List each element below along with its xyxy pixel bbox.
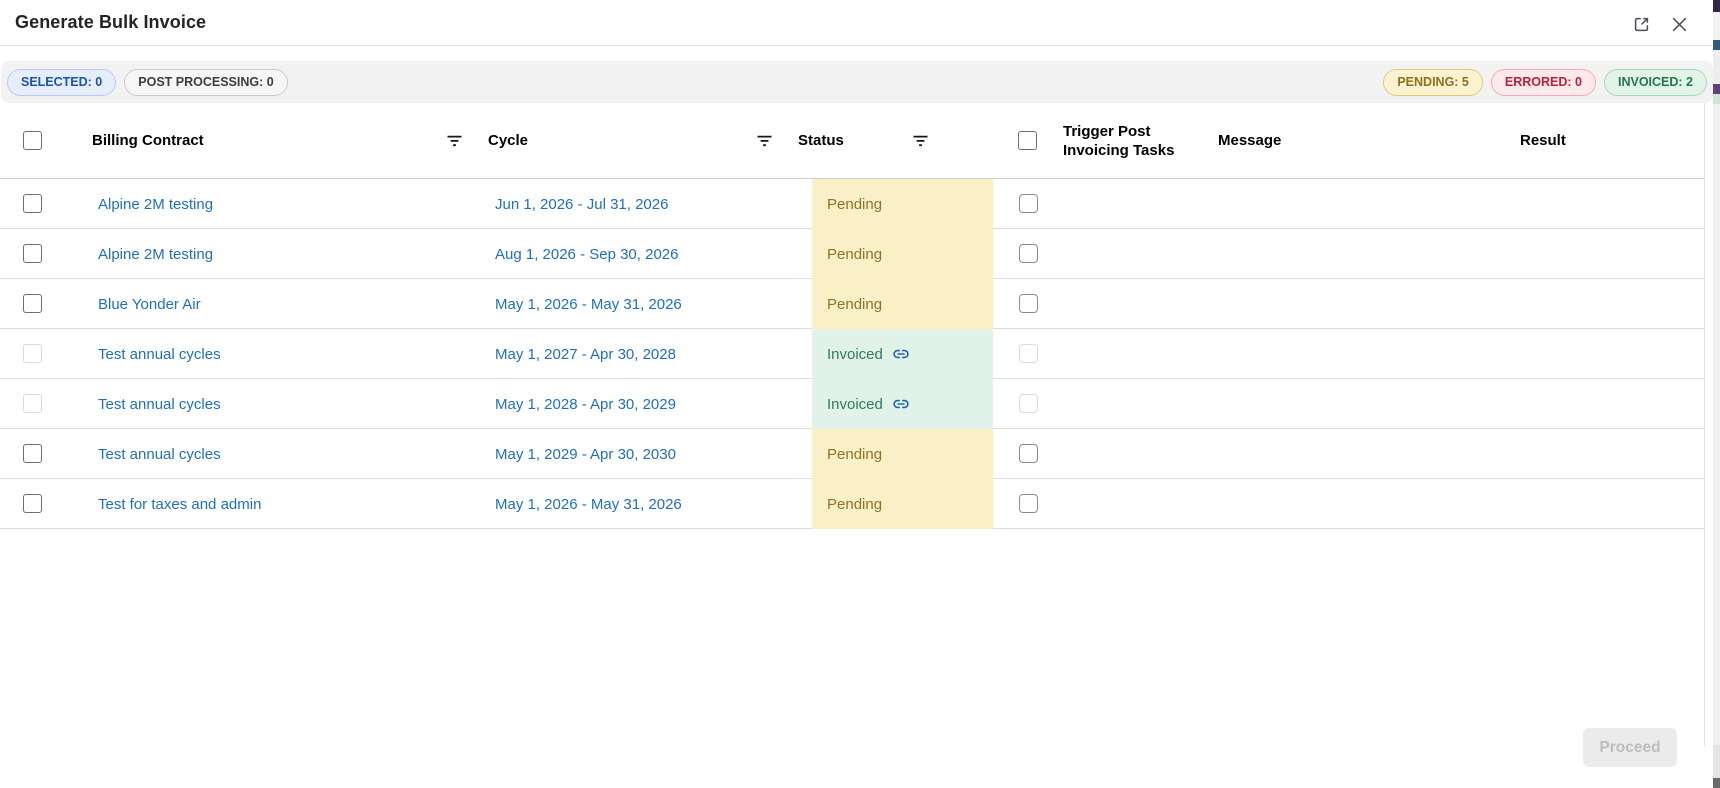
- column-header-result: Result: [1520, 132, 1566, 149]
- status-cell: Pending: [812, 229, 993, 279]
- trigger-all-checkbox[interactable]: [1018, 131, 1037, 150]
- status-label: Pending: [827, 445, 883, 463]
- row-select-checkbox[interactable]: [23, 244, 42, 263]
- status-cell: Pending: [812, 479, 993, 529]
- invoice-link[interactable]: [892, 397, 910, 411]
- row-select-checkbox[interactable]: [23, 344, 42, 363]
- billing-contract-link[interactable]: Test annual cycles: [98, 445, 221, 463]
- table-row: Test for taxes and admin May 1, 2026 - M…: [0, 479, 1705, 529]
- column-header-message: Message: [1218, 132, 1282, 149]
- billing-contract-link[interactable]: Alpine 2M testing: [98, 195, 214, 213]
- popout-icon: [1634, 17, 1648, 31]
- summary-right-badges: PENDING: 5 ERRORED: 0 INVOICED: 2: [1383, 68, 1707, 96]
- post-processing-count-badge: POST PROCESSING: 0: [124, 68, 288, 96]
- trigger-post-invoicing-checkbox[interactable]: [1019, 344, 1038, 363]
- table-row: Blue Yonder Air May 1, 2026 - May 31, 20…: [0, 279, 1705, 329]
- cycle-link[interactable]: May 1, 2026 - May 31, 2026: [495, 295, 682, 313]
- table-right-edge: [1704, 103, 1705, 746]
- selected-count-badge: SELECTED: 0: [7, 68, 117, 96]
- table-row: Test annual cycles May 1, 2028 - Apr 30,…: [0, 379, 1705, 429]
- cycle-link[interactable]: Jun 1, 2026 - Jul 31, 2026: [495, 195, 669, 213]
- cycle-link[interactable]: Aug 1, 2026 - Sep 30, 2026: [495, 245, 679, 263]
- billing-contract-filter-button[interactable]: [443, 103, 465, 178]
- status-cell: Pending: [812, 429, 993, 479]
- trigger-post-invoicing-checkbox[interactable]: [1019, 444, 1038, 463]
- invoice-link[interactable]: [892, 347, 910, 361]
- trigger-post-invoicing-checkbox[interactable]: [1019, 394, 1038, 413]
- table-row: Alpine 2M testing Jun 1, 2026 - Jul 31, …: [0, 179, 1705, 229]
- status-label: Pending: [827, 195, 883, 213]
- page-title: Generate Bulk Invoice: [15, 12, 207, 32]
- cycle-link[interactable]: May 1, 2027 - Apr 30, 2028: [495, 345, 676, 363]
- status-cell: Invoiced: [812, 379, 993, 429]
- cycle-link[interactable]: May 1, 2028 - Apr 30, 2029: [495, 395, 676, 413]
- background-bleed: [1713, 0, 1720, 788]
- close-dialog-button[interactable]: [1668, 13, 1690, 35]
- filter-icon: [447, 135, 461, 146]
- billing-contract-link[interactable]: Test for taxes and admin: [98, 495, 262, 513]
- summary-bar: SELECTED: 0 POST PROCESSING: 0 PENDING: …: [1, 61, 1713, 103]
- trigger-post-invoicing-checkbox[interactable]: [1019, 194, 1038, 213]
- summary-left-badges: SELECTED: 0 POST PROCESSING: 0: [7, 68, 288, 96]
- column-header-trigger-post-invoicing-tasks: Trigger Post Invoicing Tasks: [1063, 122, 1175, 159]
- row-select-checkbox[interactable]: [23, 444, 42, 463]
- proceed-button[interactable]: Proceed: [1583, 728, 1677, 767]
- row-select-checkbox[interactable]: [23, 394, 42, 413]
- cycle-filter-button[interactable]: [753, 103, 775, 178]
- expand-dialog-button[interactable]: [1630, 13, 1652, 35]
- status-cell: Invoiced: [812, 329, 993, 379]
- column-header-cycle: Cycle: [488, 132, 529, 149]
- status-cell: Pending: [812, 279, 993, 329]
- column-header-status: Status: [798, 132, 844, 149]
- row-select-checkbox[interactable]: [23, 494, 42, 513]
- status-label: Pending: [827, 495, 883, 513]
- status-cell: Pending: [812, 179, 993, 229]
- status-label: Invoiced: [827, 345, 883, 363]
- status-label: Pending: [827, 245, 883, 263]
- chain-link-icon: [893, 399, 909, 409]
- filter-icon: [757, 135, 771, 146]
- invoiced-count-badge: INVOICED: 2: [1603, 68, 1707, 96]
- table-header: Billing Contract Cycle Status Trigger Po…: [0, 103, 1705, 179]
- cycle-link[interactable]: May 1, 2026 - May 31, 2026: [495, 495, 682, 513]
- table-row: Alpine 2M testing Aug 1, 2026 - Sep 30, …: [0, 229, 1705, 279]
- status-filter-button[interactable]: [909, 103, 931, 178]
- billing-contract-link[interactable]: Test annual cycles: [98, 345, 221, 363]
- trigger-post-invoicing-checkbox[interactable]: [1019, 294, 1038, 313]
- status-label: Pending: [827, 295, 883, 313]
- row-select-checkbox[interactable]: [23, 194, 42, 213]
- status-label: Invoiced: [827, 395, 883, 413]
- pending-count-badge: PENDING: 5: [1383, 68, 1483, 96]
- table-row: Test annual cycles May 1, 2027 - Apr 30,…: [0, 329, 1705, 379]
- trigger-post-invoicing-checkbox[interactable]: [1019, 494, 1038, 513]
- cycle-link[interactable]: May 1, 2029 - Apr 30, 2030: [495, 445, 676, 463]
- errored-count-badge: ERRORED: 0: [1490, 68, 1596, 96]
- chain-link-icon: [893, 349, 909, 359]
- table-row: Test annual cycles May 1, 2029 - Apr 30,…: [0, 429, 1705, 479]
- row-select-checkbox[interactable]: [23, 294, 42, 313]
- billing-contract-link[interactable]: Blue Yonder Air: [98, 295, 201, 313]
- select-all-checkbox[interactable]: [23, 131, 42, 150]
- billing-contract-link[interactable]: Alpine 2M testing: [98, 245, 214, 263]
- table-body: Alpine 2M testing Jun 1, 2026 - Jul 31, …: [0, 179, 1705, 529]
- dialog-titlebar: Generate Bulk Invoice: [0, 0, 1713, 46]
- close-icon: [1672, 17, 1686, 31]
- billing-contract-link[interactable]: Test annual cycles: [98, 395, 221, 413]
- filter-icon: [913, 135, 927, 146]
- column-header-billing-contract: Billing Contract: [92, 132, 204, 149]
- trigger-post-invoicing-checkbox[interactable]: [1019, 244, 1038, 263]
